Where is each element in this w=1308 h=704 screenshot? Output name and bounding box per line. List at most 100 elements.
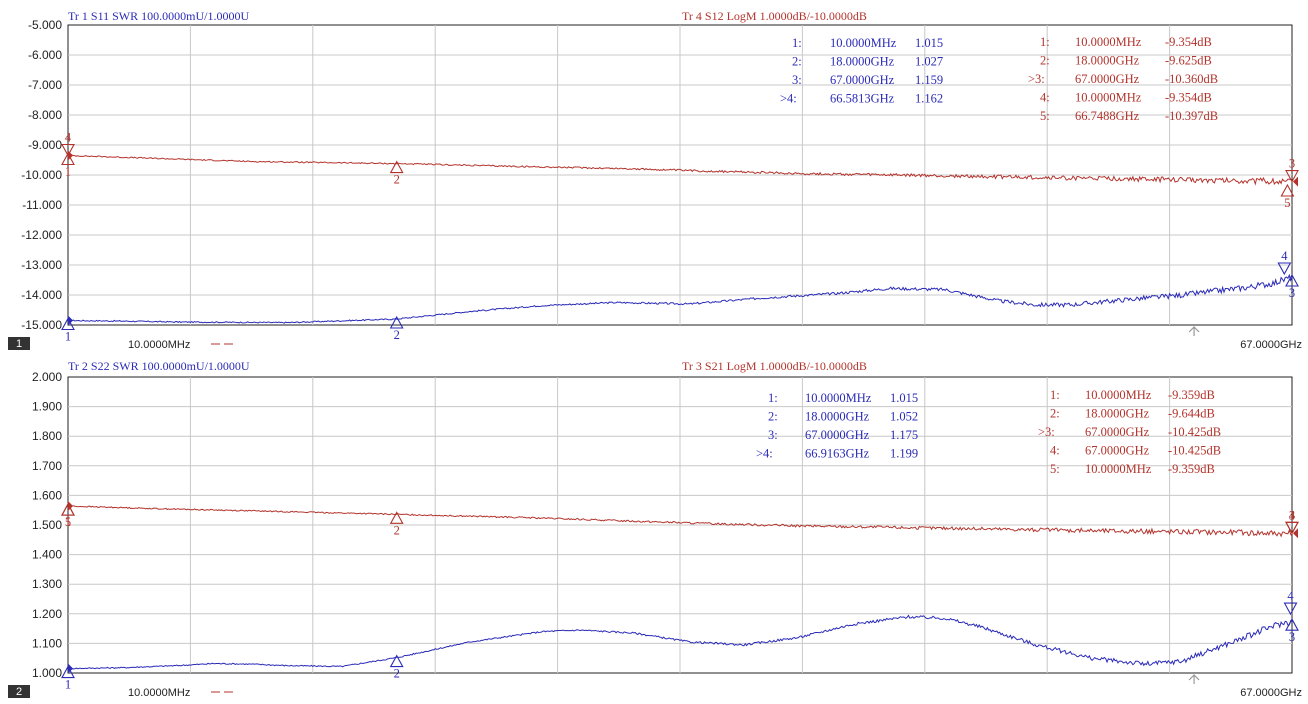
channel-2-y-ticks: 2.000 1.900 1.800 1.700 1.600 1.500 1.400 1.300… [32,370,62,680]
marker-1-id: 1 [65,515,71,529]
marker-4-id: 4 [65,131,72,145]
y-tick-label: -13.000 [21,258,62,272]
marker-5-triangle[interactable] [61,502,75,516]
marker-table-frequency: 67.0000GHz [1085,425,1150,439]
marker-5-id: 5 [1284,196,1290,210]
marker-3-id: 3 [1289,508,1295,522]
marker-3-triangle[interactable] [1285,170,1299,183]
marker-table-value: -9.644dB [1168,407,1215,421]
marker-table-frequency: 18.0000GHz [1075,54,1140,68]
y-tick-label: -8.000 [28,108,62,122]
channel-1-markers: 1 2 3 4 5 1 2 3 4 [61,131,1299,344]
marker-4-triangle[interactable] [1277,262,1292,276]
marker-2-triangle[interactable] [389,511,404,524]
channel-1-start-freq: 10.0000MHz [128,339,190,351]
y-tick-label: 1.300 [32,577,62,591]
marker-table-value: 1.162 [915,92,943,106]
marker-table-label: >4: [756,447,773,461]
blue-reference-arrow-left [68,315,73,326]
trace-line-red [67,505,1293,538]
marker-table-value: -10.397dB [1165,109,1218,123]
marker-table-frequency: 66.5813GHz [830,92,895,106]
channel-1-number-box[interactable] [8,337,30,350]
y-tick-label: -14.000 [21,288,62,302]
marker-4-triangle[interactable] [1283,602,1298,616]
marker-1-id: 1 [65,330,71,344]
marker-table-label: 5: [1040,109,1050,123]
channel-1-header-right: Tr 4 S12 LogM 1.0000dB/-10.0000dB [682,9,867,23]
marker-4-triangle[interactable] [61,143,75,157]
marker-table-frequency: 67.0000GHz [1075,72,1140,86]
marker-table-frequency: 66.7488GHz [1075,109,1140,123]
marker-table-value: -9.354dB [1165,35,1212,49]
channel-2-stop-freq: 67.0000GHz [1240,687,1302,699]
marker-2-triangle[interactable] [389,160,404,174]
stimulus-cursor-arrow[interactable] [1188,674,1200,684]
y-tick-label: 1.000 [32,666,62,680]
red-reference-arrow-left [68,501,73,512]
marker-2-triangle[interactable] [389,315,404,329]
marker-table-label: 4: [1040,91,1050,105]
trace-line-blue [67,273,1293,324]
marker-table-label: 3: [768,428,778,442]
channel-1-panel: -5.000 -6.000 -7.000 -8.000 -9.000 -10.000 -11… [8,9,1302,351]
marker-5-triangle[interactable] [1280,183,1295,197]
channel-2-number-box[interactable] [8,685,30,698]
marker-table-frequency: 18.0000GHz [1085,407,1150,421]
stimulus-cursor-arrow[interactable] [1188,326,1200,336]
channel-1-traces [67,154,1293,324]
marker-table-frequency: 67.0000GHz [830,73,895,87]
marker-table-value: 1.199 [890,447,918,461]
red-reference-arrow-left [68,150,73,161]
marker-table-frequency: 10.0000MHz [1085,388,1152,402]
marker-1-triangle[interactable] [61,317,75,331]
marker-table-frequency: 66.9163GHz [805,447,870,461]
y-tick-label: 2.000 [32,370,62,384]
marker-2-triangle[interactable] [389,654,404,668]
marker-table-value: 1.052 [890,410,918,424]
marker-table-value: -10.425dB [1168,425,1221,439]
marker-table-frequency: 10.0000MHz [1075,91,1142,105]
channel-2-footer: 2 10.0000MHz 67.0000GHz [8,685,1302,699]
marker-1-triangle[interactable] [61,665,75,679]
marker-table-label: 4: [1050,444,1060,458]
marker-2-id: 2 [394,328,400,342]
channel-1-number: 1 [16,338,22,350]
marker-table-label: 2: [768,410,778,424]
y-tick-label: 1.400 [32,548,62,562]
marker-3-id: 3 [1289,286,1295,300]
marker-3-triangle[interactable] [1285,618,1299,631]
marker-4-triangle[interactable] [1285,521,1299,535]
blue-reference-arrow-left [68,663,73,674]
y-tick-label: 1.500 [32,518,62,532]
marker-table-label: 2: [1050,407,1060,421]
channel-2-header-right: Tr 3 S21 LogM 1.0000dB/-10.0000dB [682,359,867,373]
channel-1-footer: 1 10.0000MHz 67.0000GHz [8,337,1302,351]
trace-line-blue [67,614,1293,670]
marker-table-label: 1: [792,36,802,50]
marker-table-frequency: 67.0000GHz [805,428,870,442]
marker-table-label: 2: [1040,54,1050,68]
marker-2-id: 2 [394,667,400,681]
y-tick-label: -7.000 [28,78,62,92]
channel-1-stop-freq: 67.0000GHz [1240,339,1302,351]
marker-1-triangle[interactable] [61,152,75,166]
marker-table-frequency: 18.0000GHz [830,55,895,69]
y-tick-label: 1.600 [32,488,62,502]
marker-table-value: -9.625dB [1165,54,1212,68]
marker-4-id: 4 [1281,249,1288,263]
channel-1-header-left: Tr 1 S11 SWR 100.0000mU/1.0000U [68,9,249,23]
marker-table-value: -9.359dB [1168,462,1215,476]
y-tick-label: -11.000 [22,198,62,212]
y-tick-label: 1.800 [32,429,62,443]
red-reference-arrow-right [1293,176,1298,187]
marker-3-id: 3 [1289,157,1295,171]
channel-2-marker-tables: 1: 10.0000MHz 1.015 2: 18.0000GHz 1.052 3: 67.0… [756,388,1221,476]
marker-table-frequency: 10.0000MHz [1075,35,1142,49]
marker-table-frequency: 10.0000MHz [830,36,897,50]
marker-3-triangle[interactable] [1285,273,1299,287]
marker-table-value: -10.425dB [1168,444,1221,458]
marker-4-id: 4 [1287,589,1294,603]
marker-2-id: 2 [394,173,400,187]
